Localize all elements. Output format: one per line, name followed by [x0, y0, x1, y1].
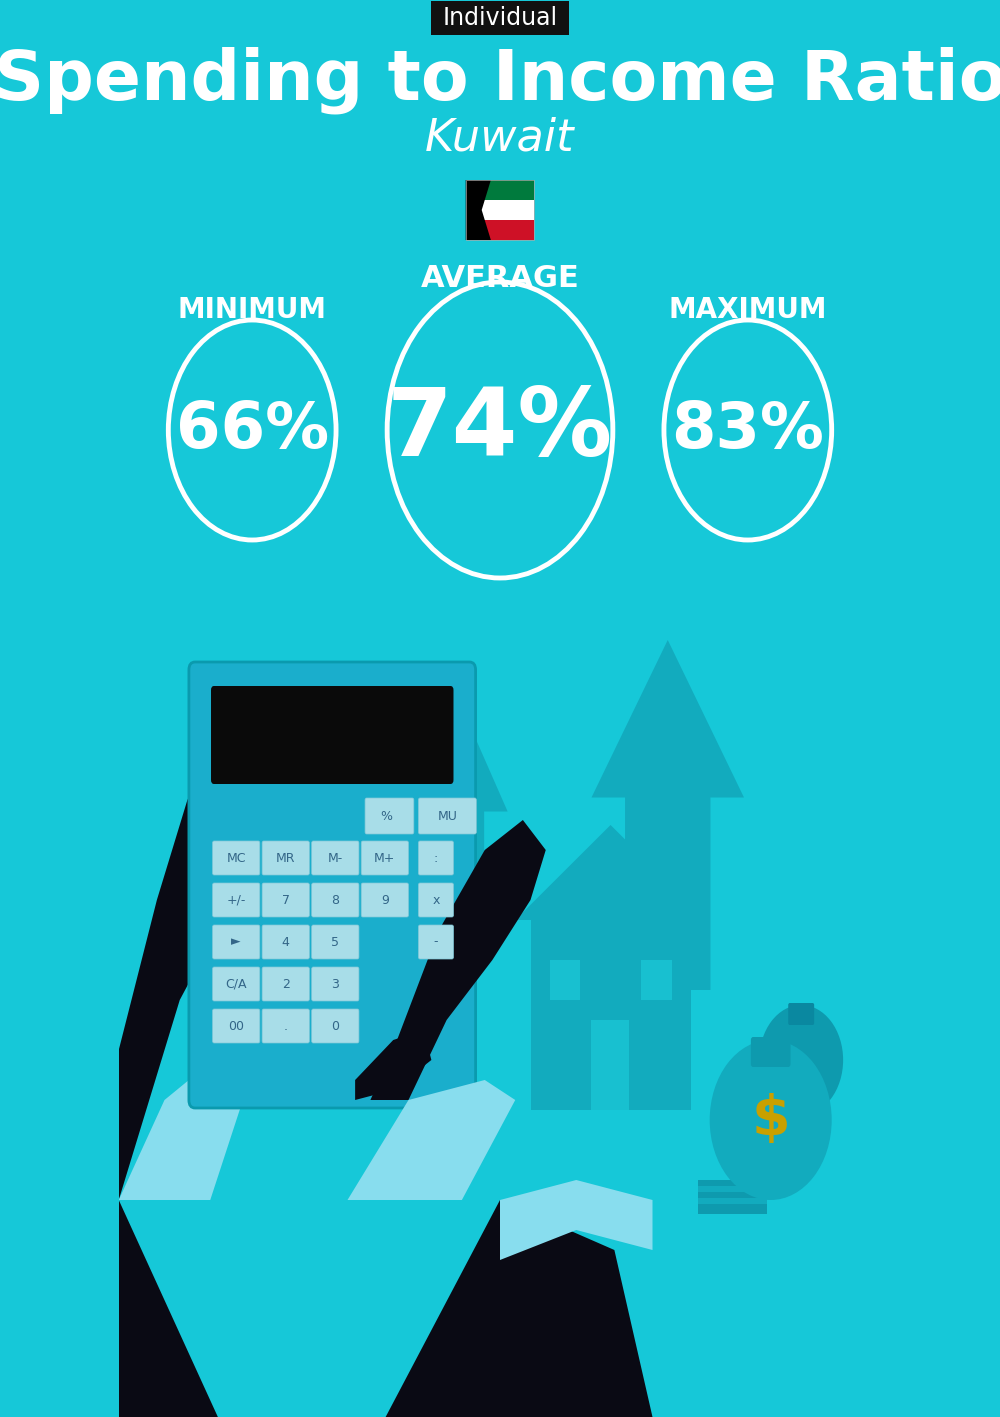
FancyBboxPatch shape	[550, 959, 580, 1000]
Polygon shape	[466, 180, 491, 239]
Text: 66%: 66%	[176, 400, 329, 461]
Text: %: %	[381, 809, 397, 822]
FancyBboxPatch shape	[361, 883, 409, 917]
FancyBboxPatch shape	[698, 1180, 767, 1190]
Text: 00: 00	[228, 1019, 244, 1033]
FancyBboxPatch shape	[262, 883, 309, 917]
Text: C/A: C/A	[225, 978, 247, 990]
Text: 8: 8	[331, 894, 339, 907]
FancyBboxPatch shape	[211, 686, 453, 784]
FancyBboxPatch shape	[630, 791, 651, 864]
FancyBboxPatch shape	[361, 842, 409, 876]
FancyBboxPatch shape	[591, 1020, 629, 1110]
FancyBboxPatch shape	[530, 920, 691, 1110]
FancyBboxPatch shape	[788, 1003, 814, 1024]
FancyBboxPatch shape	[431, 1, 569, 35]
Text: Kuwait: Kuwait	[425, 116, 575, 160]
Text: -: -	[434, 935, 438, 948]
FancyBboxPatch shape	[312, 1009, 359, 1043]
Polygon shape	[401, 690, 508, 959]
FancyBboxPatch shape	[418, 798, 476, 835]
Polygon shape	[370, 820, 546, 1100]
Text: +/-: +/-	[226, 894, 246, 907]
Polygon shape	[348, 1080, 515, 1200]
Polygon shape	[119, 1200, 218, 1417]
Text: x: x	[432, 894, 440, 907]
Text: .: .	[284, 1019, 288, 1033]
FancyBboxPatch shape	[262, 842, 309, 876]
Text: Individual: Individual	[442, 6, 558, 30]
Text: 4: 4	[282, 935, 290, 948]
Text: $: $	[751, 1093, 790, 1146]
FancyBboxPatch shape	[751, 1037, 791, 1067]
FancyBboxPatch shape	[641, 959, 672, 1000]
FancyBboxPatch shape	[418, 842, 453, 876]
FancyBboxPatch shape	[698, 1186, 767, 1196]
FancyBboxPatch shape	[698, 1204, 767, 1214]
FancyBboxPatch shape	[312, 966, 359, 1000]
Text: 9: 9	[381, 894, 389, 907]
Polygon shape	[271, 740, 348, 930]
FancyBboxPatch shape	[213, 966, 260, 1000]
FancyBboxPatch shape	[262, 925, 309, 959]
FancyBboxPatch shape	[466, 200, 534, 220]
Polygon shape	[119, 1050, 256, 1200]
Text: ►: ►	[231, 935, 241, 948]
Text: 2: 2	[282, 978, 290, 990]
FancyBboxPatch shape	[262, 966, 309, 1000]
Text: 74%: 74%	[387, 384, 613, 476]
FancyBboxPatch shape	[312, 925, 359, 959]
Text: M-: M-	[328, 852, 343, 864]
FancyBboxPatch shape	[698, 1197, 767, 1209]
Text: 7: 7	[282, 894, 290, 907]
Text: MC: MC	[226, 852, 246, 864]
Polygon shape	[592, 640, 744, 990]
Polygon shape	[119, 720, 287, 1200]
Polygon shape	[355, 1030, 431, 1100]
Circle shape	[759, 1005, 843, 1115]
Text: 5: 5	[331, 935, 339, 948]
FancyBboxPatch shape	[189, 662, 476, 1108]
Polygon shape	[500, 1180, 652, 1260]
Text: 0: 0	[331, 1019, 339, 1033]
FancyBboxPatch shape	[418, 883, 453, 917]
FancyBboxPatch shape	[213, 1009, 260, 1043]
FancyBboxPatch shape	[466, 180, 534, 200]
FancyBboxPatch shape	[418, 925, 453, 959]
Circle shape	[710, 1040, 832, 1200]
FancyBboxPatch shape	[466, 220, 534, 239]
Text: MR: MR	[276, 852, 295, 864]
Text: MU: MU	[437, 809, 457, 822]
FancyBboxPatch shape	[365, 798, 414, 835]
FancyBboxPatch shape	[213, 925, 260, 959]
Text: 3: 3	[331, 978, 339, 990]
Text: M+: M+	[374, 852, 396, 864]
FancyBboxPatch shape	[312, 883, 359, 917]
Text: Spending to Income Ratio: Spending to Income Ratio	[0, 47, 1000, 113]
FancyBboxPatch shape	[213, 842, 260, 876]
Text: MAXIMUM: MAXIMUM	[669, 296, 827, 324]
Text: :: :	[434, 852, 438, 864]
FancyBboxPatch shape	[312, 842, 359, 876]
FancyBboxPatch shape	[698, 1192, 767, 1202]
Text: MINIMUM: MINIMUM	[178, 296, 327, 324]
Text: AVERAGE: AVERAGE	[421, 264, 579, 292]
FancyBboxPatch shape	[213, 883, 260, 917]
Text: 83%: 83%	[671, 400, 824, 461]
Polygon shape	[515, 825, 706, 920]
Polygon shape	[386, 1200, 652, 1417]
FancyBboxPatch shape	[262, 1009, 309, 1043]
